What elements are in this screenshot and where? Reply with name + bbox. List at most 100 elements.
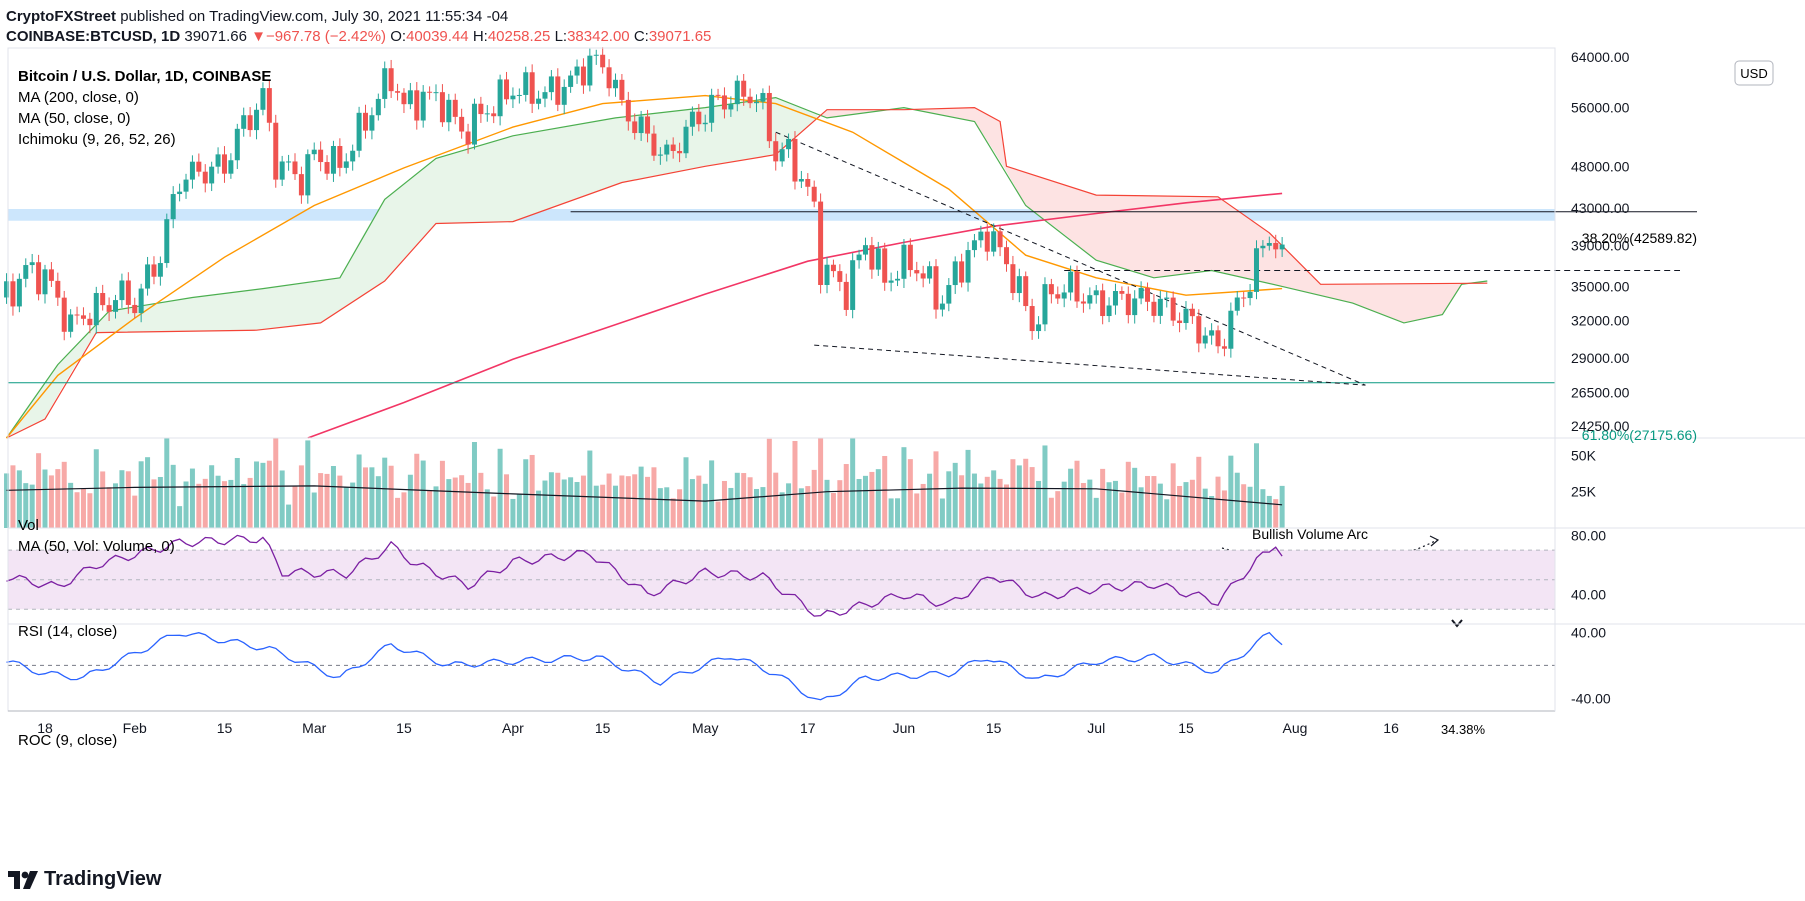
- candle-body: [920, 273, 926, 279]
- volume-bar: [882, 455, 888, 528]
- legend-roc[interactable]: ROC (9, close): [18, 732, 117, 749]
- candle-body: [638, 116, 644, 134]
- rsi-pane[interactable]: [6, 534, 1556, 628]
- volume-bar: [991, 470, 997, 528]
- currency-badge[interactable]: [1734, 60, 1774, 86]
- publish-info: published on TradingView.com, July 30, 2…: [120, 8, 509, 25]
- candle-body: [427, 91, 433, 93]
- volume-arc-label: Bullish Volume Arc: [1252, 526, 1368, 542]
- volume-bar: [927, 473, 933, 528]
- candle-body: [74, 314, 80, 316]
- volume-bar: [504, 474, 510, 528]
- publisher-name[interactable]: CryptoFXStreet: [6, 8, 117, 25]
- candle-body: [497, 79, 503, 117]
- candle-body: [805, 179, 811, 187]
- candle-body: [395, 91, 401, 93]
- volume-bar: [721, 480, 727, 528]
- volume-tick-label: 50K: [1571, 447, 1597, 463]
- legend-vol[interactable]: Vol: [18, 517, 39, 534]
- time-tick-label: 16: [1383, 720, 1399, 736]
- candle-body: [1241, 297, 1247, 299]
- candle-body: [971, 240, 977, 251]
- volume-bar: [234, 457, 240, 528]
- candle-body: [36, 262, 42, 295]
- volume-bar: [465, 482, 471, 528]
- volume-bar: [369, 467, 375, 528]
- candle-body: [625, 99, 631, 122]
- candle-body: [927, 266, 933, 279]
- candle-body: [632, 121, 638, 134]
- volume-bar: [529, 454, 535, 528]
- price-tick-label: 24250.00: [1571, 418, 1630, 434]
- candle-body: [580, 66, 586, 86]
- volume-bar: [74, 492, 80, 528]
- candle-body: [882, 248, 888, 283]
- legend-rsi[interactable]: RSI (14, close): [18, 623, 117, 640]
- candle-body: [1266, 242, 1272, 246]
- candle-body: [1177, 320, 1183, 324]
- candle-body: [568, 75, 574, 87]
- volume-bar: [792, 440, 798, 528]
- volume-bar: [933, 451, 939, 528]
- legend-ichimoku[interactable]: Ichimoku (9, 26, 52, 26): [18, 131, 176, 148]
- candle-body: [548, 76, 554, 93]
- candle-body: [760, 92, 766, 102]
- volume-bar: [1010, 459, 1016, 528]
- price-tick-label: 64000.00: [1571, 49, 1630, 65]
- volume-bar: [189, 468, 195, 528]
- volume-bar: [401, 492, 407, 528]
- candle-body: [830, 264, 836, 272]
- candle-body: [1279, 244, 1285, 250]
- candle-body: [420, 91, 426, 121]
- legend-ma200[interactable]: MA (200, close, 0): [18, 89, 139, 106]
- volume-bar: [241, 484, 247, 528]
- chevron-down-icon: [1451, 619, 1463, 628]
- volume-bar: [516, 494, 522, 528]
- volume-bar: [600, 484, 606, 528]
- candle-body: [1112, 291, 1118, 306]
- candle-body: [978, 231, 984, 241]
- price-pane[interactable]: [4, 47, 1697, 439]
- candle-body: [1221, 346, 1227, 349]
- candle-body: [234, 128, 240, 161]
- candle-body: [1010, 264, 1016, 294]
- candle-body: [1016, 276, 1022, 294]
- time-tick-label: Jul: [1087, 720, 1105, 736]
- candle-body: [446, 99, 452, 123]
- volume-bar: [574, 482, 580, 528]
- legend-vol-ma[interactable]: MA (50, Vol: Volume, 0): [18, 538, 175, 555]
- candle-body: [888, 280, 894, 283]
- candle-body: [491, 113, 497, 117]
- candle-body: [273, 122, 279, 180]
- candle-body: [664, 144, 670, 155]
- footer-brand[interactable]: TradingView: [8, 868, 161, 891]
- legend-ma50[interactable]: MA (50, close, 0): [18, 110, 131, 127]
- volume-bar: [965, 449, 971, 528]
- roc-tick-label: -40.00: [1571, 691, 1611, 707]
- candle-body: [343, 161, 349, 168]
- candle-body: [741, 80, 747, 97]
- volume-bar: [1260, 489, 1266, 528]
- candle-body: [991, 231, 997, 252]
- volume-bar: [221, 481, 227, 528]
- volume-bar: [555, 472, 561, 528]
- volume-bar: [619, 475, 625, 528]
- volume-bar: [1023, 458, 1029, 528]
- candle-body: [414, 90, 420, 121]
- volume-bar: [632, 474, 638, 528]
- volume-bar: [439, 460, 445, 528]
- symbol-label: COINBASE:BTCUSD, 1D: [6, 28, 181, 45]
- candle-body: [952, 261, 958, 286]
- volume-pane[interactable]: [4, 438, 1440, 566]
- volume-bar: [350, 482, 356, 528]
- brand-name: TradingView: [44, 868, 162, 890]
- volume-bar: [23, 483, 29, 528]
- currency-label[interactable]: USD: [1740, 66, 1767, 81]
- roc-pane[interactable]: [6, 631, 1556, 701]
- candle-body: [862, 245, 868, 255]
- volume-bar: [1036, 480, 1042, 528]
- volume-bar: [779, 492, 785, 528]
- candle-body: [914, 270, 920, 274]
- candle-body: [100, 293, 106, 306]
